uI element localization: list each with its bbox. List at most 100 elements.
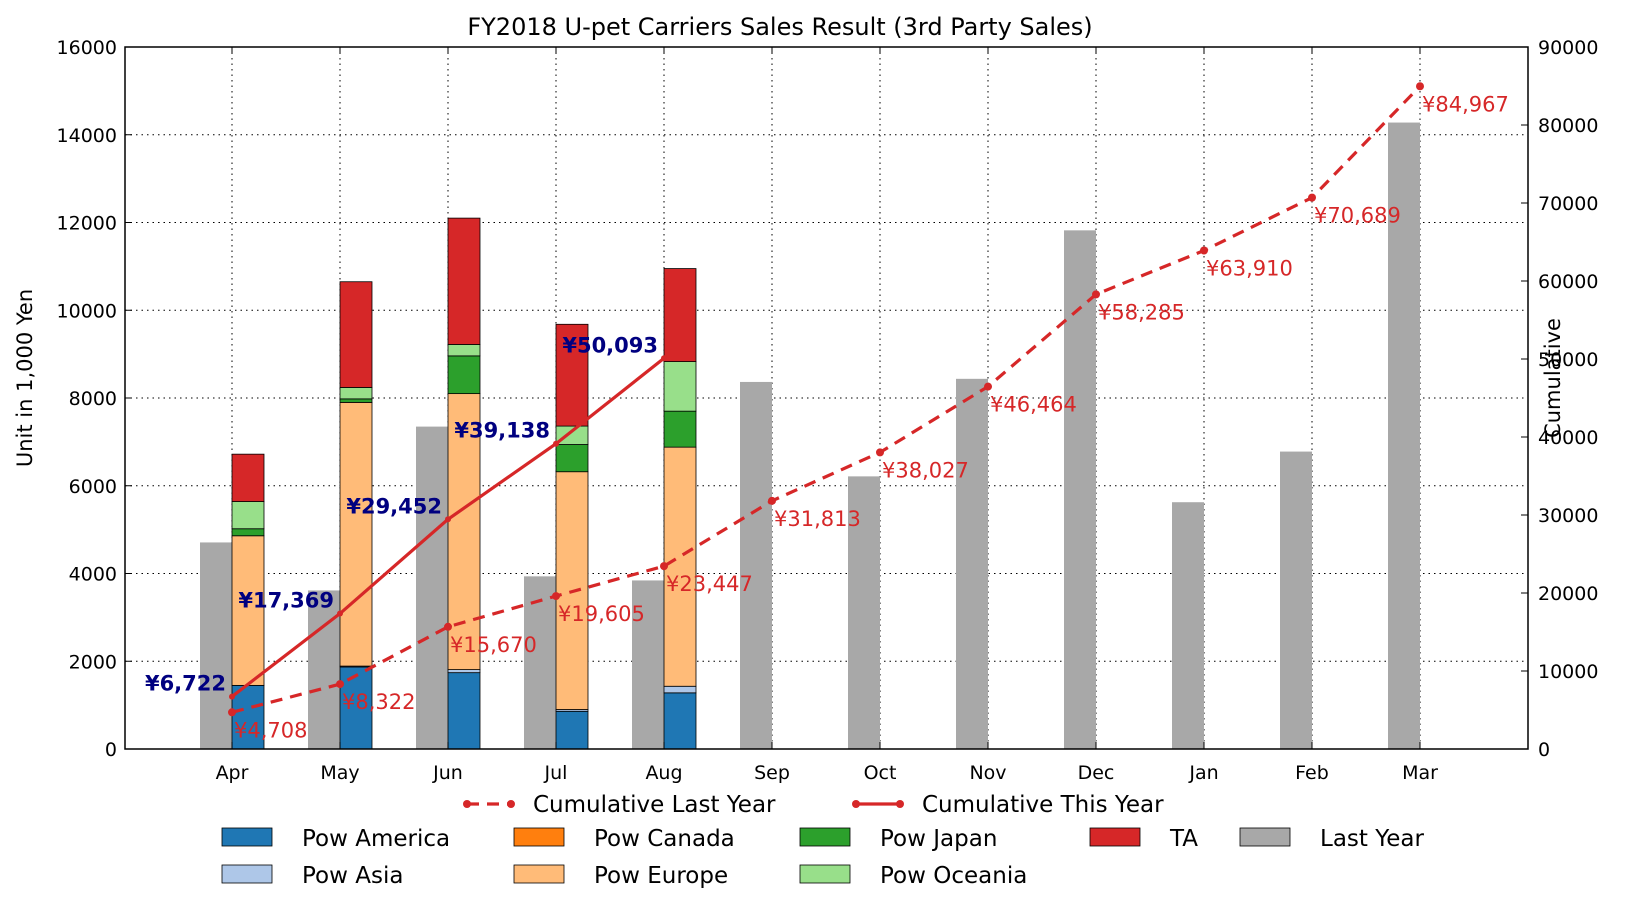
stacked-bar-segment [231,501,265,530]
y2-tick-label: 70000 [1538,193,1598,215]
y2-axis-label: Cumulative [1541,318,1565,438]
stacked-bar-segment [555,710,589,750]
stacked-bar-segment [339,401,373,667]
cumulative-last-year-label: ¥31,813 [774,507,861,531]
cumulative-this-year-point [553,440,559,447]
legend-label: Cumulative Last Year [533,792,776,818]
x-tick-label: Feb [1295,762,1329,784]
legend-label: Pow Asia [302,863,403,889]
data-labels: ¥4,708 ¥8,322 ¥15,670 ¥19,605 ¥23,447 ¥31,813… [145,92,1509,742]
last-year-bar [956,378,988,749]
stacked-bar-segment [663,361,697,412]
y2-tick-label: 80000 [1538,115,1598,137]
y-tick-label: 8000 [69,388,117,410]
x-tick-label: Aug [645,762,682,784]
stacked-bar-segment [447,355,481,395]
x-tick-label: Mar [1402,762,1438,784]
cumulative-last-year-point [876,448,884,457]
cumulative-last-year-label: ¥19,605 [558,602,645,626]
legend-box-swatch [513,864,565,884]
cumulative-last-year-label: ¥63,910 [1206,257,1293,281]
stacked-bar-segment [339,398,373,403]
y-tick-label: 10000 [57,300,117,322]
stacked-bar-segment [447,669,481,674]
cumulative-last-year-point [768,496,776,505]
last-year-bar [1280,451,1312,749]
last-year-bar [1172,502,1204,749]
stacked-bars [231,217,697,750]
legend-box-swatch [1239,827,1291,847]
legend-box-swatch [221,864,273,884]
legend-box-swatch [513,827,565,847]
legend-label: Pow Japan [880,826,997,852]
legend-line-marker [463,800,471,808]
stacked-bar-segment [339,387,373,400]
cumulative-last-year-point [984,382,992,391]
cumulative-last-year-label: ¥15,670 [450,633,537,657]
cumulative-this-year-label: ¥6,722 [145,672,226,696]
stacked-bar-segment [663,410,697,448]
y2-tick-label: 60000 [1538,271,1598,293]
cumulative-last-year-point [444,622,452,631]
y-tick-label: 0 [105,739,117,761]
y2-tick-label: 10000 [1538,661,1598,683]
cumulative-last-year-label: ¥38,027 [882,458,969,482]
cumulative-this-year-label: ¥17,369 [238,589,334,613]
cumulative-lines [228,82,1424,717]
x-tick-label: Jun [432,762,463,784]
cumulative-this-year-label: ¥29,452 [346,494,442,518]
cumulative-last-year-label: ¥8,322 [342,690,415,714]
x-tick-label: Nov [969,762,1006,784]
legend-label: Pow Oceania [880,863,1027,889]
stacked-bar-segment [339,281,373,388]
stacked-bar-segment [663,446,697,687]
cumulative-last-year-label: ¥4,708 [234,718,307,742]
y2-tick-label: 0 [1538,739,1550,761]
cumulative-last-year-point [1092,290,1100,299]
cumulative-this-year-point [661,355,667,362]
x-tick-label: Jul [544,762,568,784]
legend-label: Cumulative This Year [922,792,1164,818]
y-tick-label: 16000 [57,37,117,59]
cumulative-last-year-label: ¥23,447 [666,572,753,596]
stacked-bar-segment [555,323,589,427]
last-year-bar [1388,122,1420,750]
last-year-bar [740,381,772,749]
stacked-bar-segment [555,444,589,473]
y2-tick-label: 40000 [1538,427,1598,449]
legend-line-marker [852,800,860,808]
y-tick-label: 12000 [57,213,117,235]
cumulative-last-year-point [1200,246,1208,255]
cumulative-last-year-label: ¥58,285 [1098,300,1185,324]
y-tick-label: 2000 [69,651,117,673]
last-year-bars [200,122,1420,750]
y-tick-label: 14000 [57,125,117,147]
cumulative-this-year-label: ¥50,093 [562,333,658,357]
legend-label: Pow America [302,826,450,852]
cumulative-last-year-point [1308,193,1316,202]
cumulative-this-year-point [445,516,451,523]
y2-tick-label: 20000 [1538,583,1598,605]
cumulative-this-year-point [337,610,343,617]
y-tick-label: 6000 [69,476,117,498]
y-tick-label: 4000 [69,564,117,586]
cumulative-last-year-label: ¥84,967 [1422,92,1509,116]
last-year-bar [308,590,340,749]
legend-line-marker [507,800,515,808]
legend-box-swatch [1089,827,1141,847]
stacked-bar-segment [231,453,265,502]
last-year-bar [632,580,664,749]
legend-line-marker [896,800,904,808]
legend: Cumulative Last Year Cumulative This Year… [221,792,1424,889]
cumulative-last-year-point [336,680,344,689]
stacked-bar-segment [447,217,481,345]
stacked-bar-segment [663,692,697,750]
cumulative-last-year-point [1416,82,1424,91]
legend-label: Pow Europe [594,863,728,889]
legend-box-swatch [221,827,273,847]
stacked-bar-segment [663,268,697,362]
last-year-bar [200,542,232,749]
cumulative-this-year-label: ¥39,138 [454,419,550,443]
legend-label: Last Year [1320,826,1424,852]
